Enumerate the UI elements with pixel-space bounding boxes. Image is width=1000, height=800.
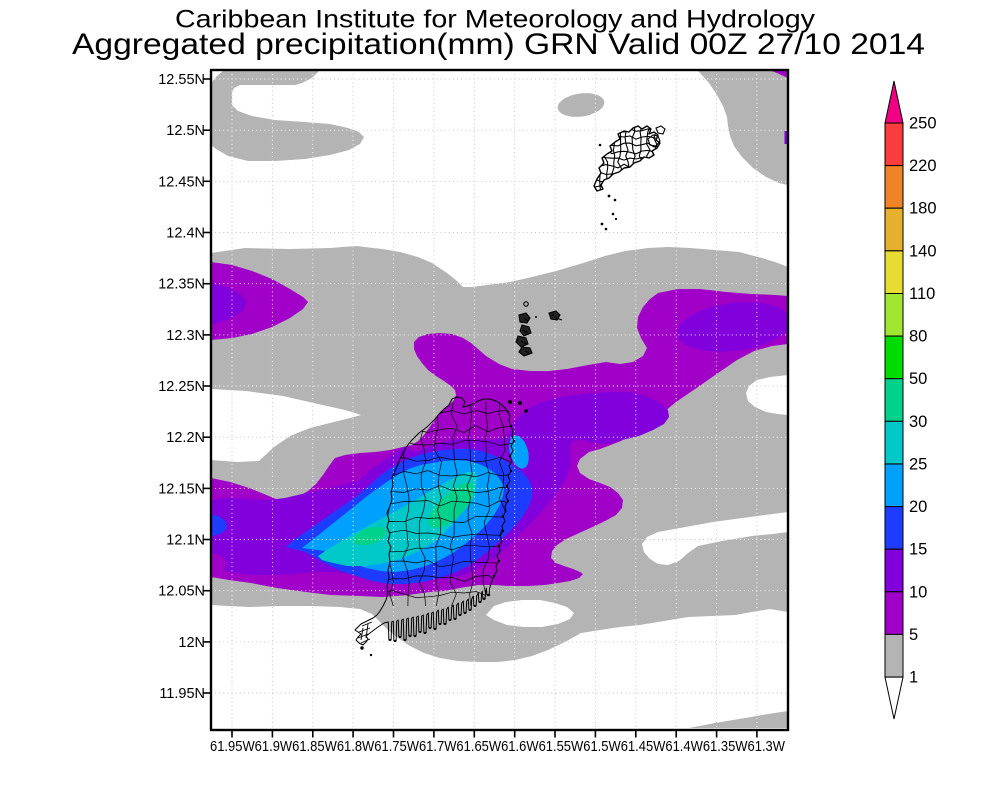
svg-text:12.15N: 12.15N — [158, 481, 205, 497]
svg-text:80: 80 — [909, 328, 927, 346]
svg-text:12.25N: 12.25N — [158, 379, 205, 395]
svg-text:11.95N: 11.95N — [159, 686, 205, 702]
svg-text:12.55N: 12.55N — [158, 72, 205, 88]
svg-text:250: 250 — [909, 115, 937, 133]
svg-text:61.95W61.9W61.85W61.8W61.75W61: 61.95W61.9W61.85W61.8W61.75W61.7W61.65W6… — [210, 739, 785, 755]
svg-text:12.4N: 12.4N — [166, 226, 205, 242]
svg-text:50: 50 — [909, 370, 927, 388]
svg-text:25: 25 — [909, 456, 927, 474]
svg-text:12.5N: 12.5N — [166, 123, 205, 139]
svg-text:180: 180 — [909, 200, 937, 218]
svg-text:12.3N: 12.3N — [166, 328, 205, 344]
svg-text:Caribbean Institute for Meteor: Caribbean Institute for Meteorology and … — [175, 6, 816, 34]
svg-text:110: 110 — [909, 285, 935, 303]
svg-text:10: 10 — [909, 583, 927, 601]
svg-text:15: 15 — [909, 541, 927, 559]
svg-text:Aggregated precipitation(mm) G: Aggregated precipitation(mm) GRN Valid 0… — [72, 28, 925, 61]
svg-text:12.35N: 12.35N — [158, 277, 205, 293]
svg-text:30: 30 — [909, 413, 927, 431]
svg-text:220: 220 — [909, 157, 937, 175]
svg-text:12N: 12N — [178, 635, 205, 651]
svg-text:140: 140 — [909, 242, 937, 260]
svg-text:12.05N: 12.05N — [158, 584, 205, 600]
svg-text:20: 20 — [909, 498, 927, 516]
svg-text:5: 5 — [909, 626, 918, 644]
svg-text:12.2N: 12.2N — [166, 430, 205, 446]
svg-text:1: 1 — [909, 669, 918, 687]
svg-text:12.45N: 12.45N — [158, 174, 205, 190]
svg-text:12.1N: 12.1N — [166, 533, 205, 549]
